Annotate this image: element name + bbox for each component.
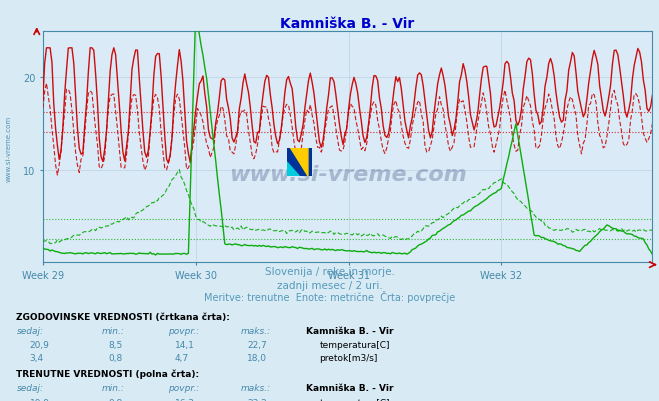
Text: pretok[m3/s]: pretok[m3/s] [320,353,378,362]
Text: sedaj:: sedaj: [16,326,43,335]
Text: Slovenija / reke in morje.: Slovenija / reke in morje. [264,267,395,277]
Text: 19,9: 19,9 [30,397,49,401]
Polygon shape [291,148,308,176]
Polygon shape [287,162,299,176]
Text: 22,7: 22,7 [247,340,267,349]
Text: Kamniška B. - Vir: Kamniška B. - Vir [306,326,394,335]
Text: 18,0: 18,0 [247,353,267,362]
Text: temperatura[C]: temperatura[C] [320,397,390,401]
Text: maks.:: maks.: [241,383,271,393]
Text: 16,3: 16,3 [175,397,194,401]
Text: zadnji mesec / 2 uri.: zadnji mesec / 2 uri. [277,280,382,290]
Text: Meritve: trenutne  Enote: metrične  Črta: povprečje: Meritve: trenutne Enote: metrične Črta: … [204,291,455,303]
Text: 9,8: 9,8 [109,397,123,401]
Text: Kamniška B. - Vir: Kamniška B. - Vir [306,383,394,393]
Text: 3,4: 3,4 [30,353,43,362]
Title: Kamniška B. - Vir: Kamniška B. - Vir [281,17,415,31]
Text: min.:: min.: [102,383,125,393]
Text: povpr.:: povpr.: [168,326,199,335]
Text: sedaj:: sedaj: [16,383,43,393]
Text: min.:: min.: [102,326,125,335]
Text: maks.:: maks.: [241,326,271,335]
Text: 4,7: 4,7 [175,353,188,362]
Text: temperatura[C]: temperatura[C] [320,340,390,349]
Text: 0,8: 0,8 [109,353,123,362]
Text: www.si-vreme.com: www.si-vreme.com [5,115,11,181]
Text: povpr.:: povpr.: [168,383,199,393]
Text: 23,2: 23,2 [247,397,267,401]
Text: www.si-vreme.com: www.si-vreme.com [229,165,467,185]
Text: TRENUTNE VREDNOSTI (polna črta):: TRENUTNE VREDNOSTI (polna črta): [16,369,200,378]
Text: 14,1: 14,1 [175,340,194,349]
Text: ZGODOVINSKE VREDNOSTI (črtkana črta):: ZGODOVINSKE VREDNOSTI (črtkana črta): [16,312,231,321]
Text: 8,5: 8,5 [109,340,123,349]
Text: 20,9: 20,9 [30,340,49,349]
